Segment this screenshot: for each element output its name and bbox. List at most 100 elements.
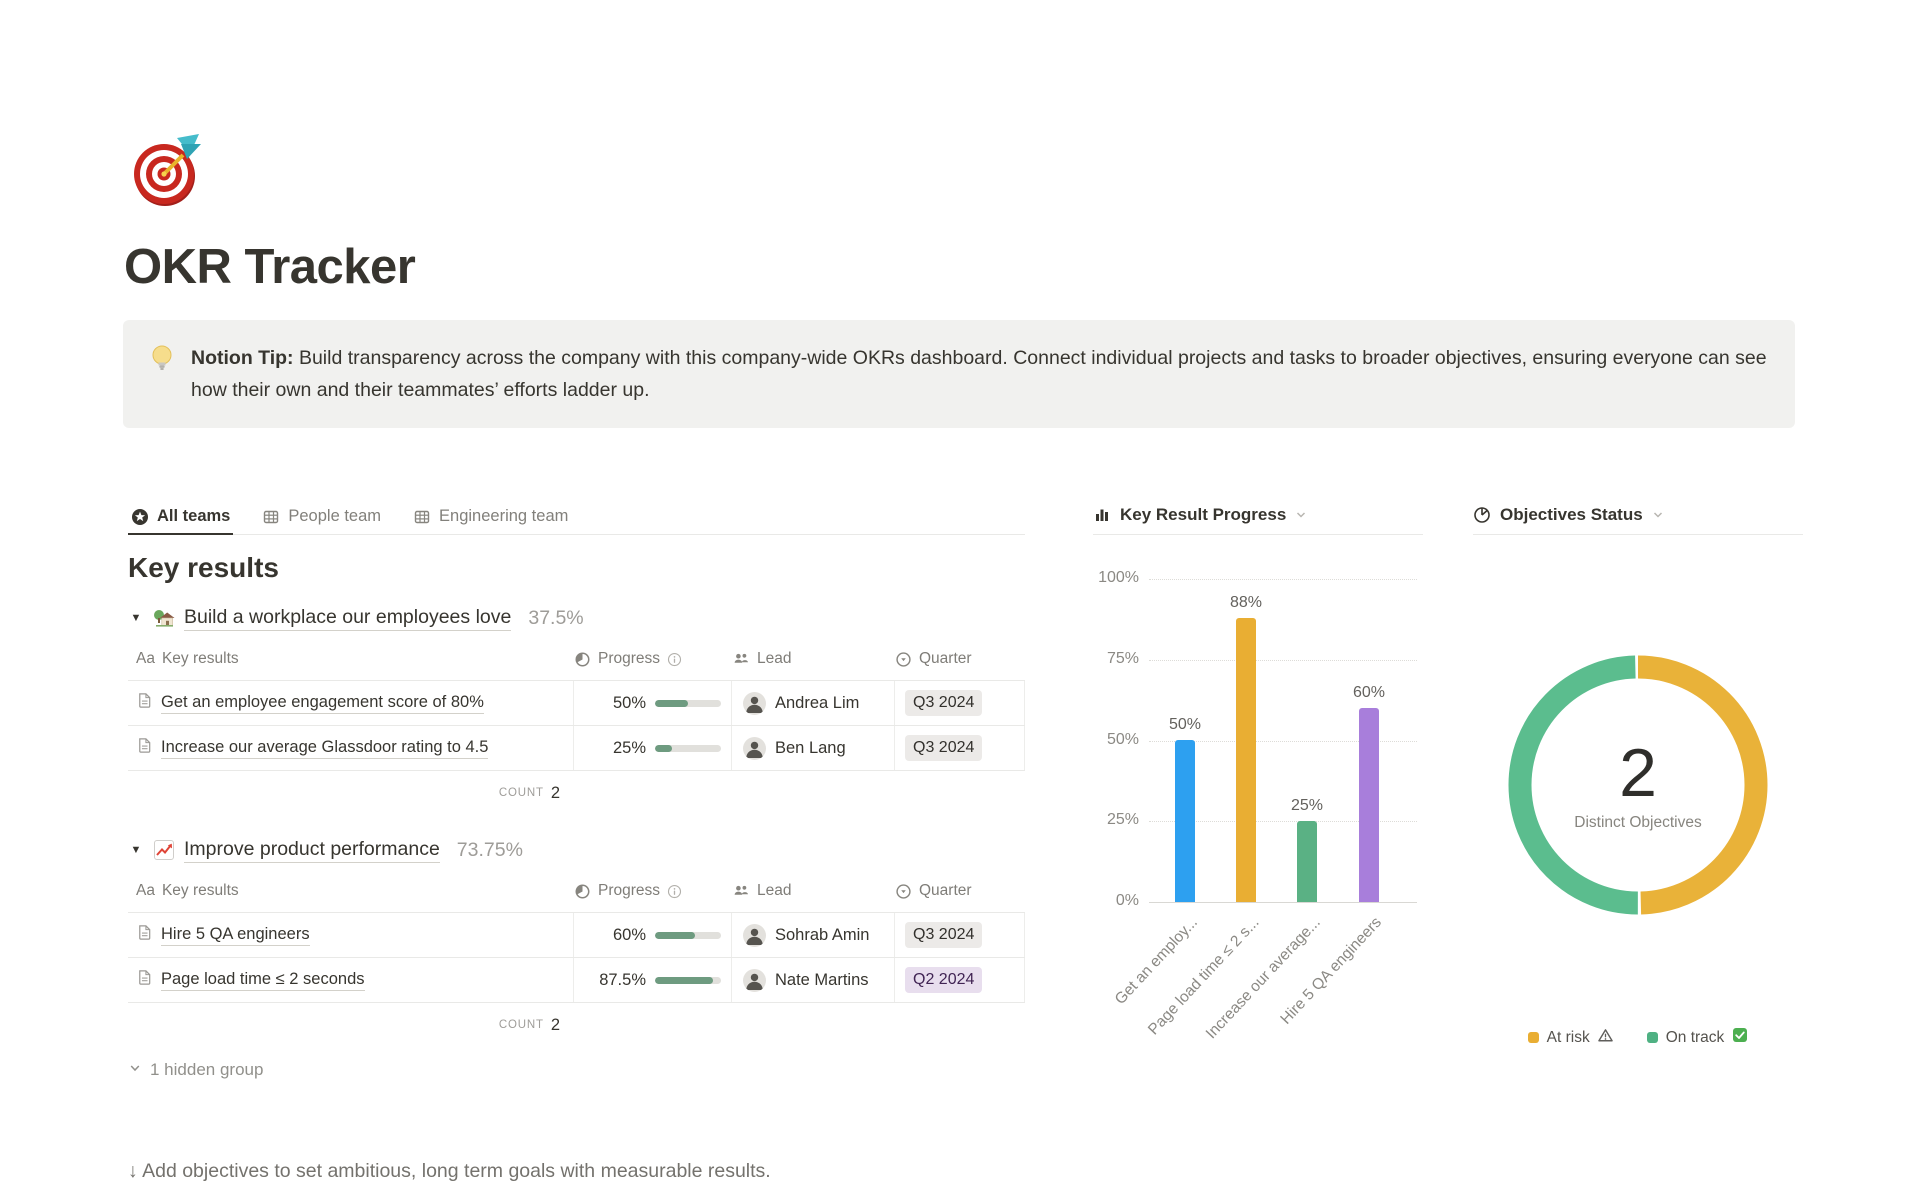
toggle-triangle-icon[interactable]: ▼: [130, 844, 142, 856]
donut-chart: 2 Distinct Objectives: [1498, 645, 1778, 925]
quarter-cell[interactable]: Q2 2024: [895, 958, 1025, 1002]
tab-label: All teams: [157, 507, 231, 525]
bar-chart-plot: 100% 75% 50% 25% 0% 50% 88% 25% 60%: [1093, 569, 1423, 909]
lead-cell[interactable]: Andrea Lim: [732, 681, 895, 725]
bar[interactable]: [1236, 618, 1256, 902]
bar-value-label: 50%: [1168, 716, 1202, 733]
table-header-row: Aa Key results Progress: [128, 638, 1025, 681]
column-header-name[interactable]: Aa Key results: [136, 650, 239, 667]
donut-segment-on-track: [1508, 655, 1768, 915]
page-title: OKR Tracker: [124, 240, 416, 294]
kr-table-2: Aa Key results Progress: [128, 870, 1025, 1047]
progress-cell[interactable]: 25%: [574, 726, 732, 770]
hidden-group-toggle[interactable]: 1 hidden group: [128, 1057, 1025, 1083]
callout-bold: Notion Tip:: [191, 347, 294, 369]
key-result-progress-card: Key Result Progress 100% 75% 50% 25% 0% …: [1093, 495, 1423, 1095]
tab-all-teams[interactable]: All teams: [128, 507, 234, 535]
column-header-progress[interactable]: Progress: [574, 882, 732, 900]
donut-segment-at-risk: [1508, 655, 1768, 915]
bar-value-label: 25%: [1290, 797, 1324, 814]
objectives-status-card: Objectives Status 2 Distinct Objectives …: [1473, 495, 1803, 1095]
quarter-badge: Q2 2024: [905, 967, 983, 993]
column-header-lead[interactable]: Lead: [732, 882, 895, 900]
y-tick: 100%: [1098, 569, 1139, 586]
legend-item-on-track[interactable]: On track: [1646, 1027, 1749, 1048]
lead-cell[interactable]: Sohrab Amin: [732, 913, 895, 957]
main-column: All teams People team: [128, 495, 1025, 1083]
lead-cell[interactable]: Nate Martins: [732, 958, 895, 1002]
column-header-quarter[interactable]: Quarter: [895, 882, 1025, 900]
quarter-cell[interactable]: Q3 2024: [895, 681, 1025, 725]
chevron-down-icon: [1295, 509, 1307, 521]
bar-column: 25%: [1291, 539, 1323, 902]
select-circle-icon: [895, 651, 912, 668]
donut-chart-view-tab[interactable]: Objectives Status: [1473, 495, 1803, 535]
bar[interactable]: [1359, 708, 1379, 902]
callout-text: Notion Tip: Build transparency across th…: [191, 342, 1767, 406]
chevron-down-icon: [1652, 509, 1664, 521]
bar-chart-view-tab[interactable]: Key Result Progress: [1093, 495, 1423, 535]
lead-cell[interactable]: Ben Lang: [732, 726, 895, 770]
tab-engineering-team[interactable]: Engineering team: [410, 507, 571, 535]
bar[interactable]: [1297, 821, 1317, 902]
table-view-icon: [413, 508, 431, 526]
bar-column: 50%: [1169, 539, 1201, 902]
legend-item-at-risk[interactable]: At risk: [1527, 1027, 1613, 1048]
legend-swatch: [1527, 1032, 1539, 1043]
bar[interactable]: [1175, 740, 1195, 902]
page-doc-icon: [136, 969, 153, 991]
bar-value-label: 88%: [1229, 594, 1263, 611]
gauge-ring-icon: [574, 883, 591, 900]
group-title[interactable]: Build a workplace our employees love: [184, 606, 512, 631]
progress-cell[interactable]: 87.5%: [574, 958, 732, 1002]
check-icon: [1732, 1027, 1748, 1048]
y-tick: 50%: [1106, 730, 1139, 748]
warning-icon: [1597, 1028, 1613, 1048]
avatar: [743, 968, 766, 992]
kr-page-link[interactable]: Page load time ≤ 2 seconds: [128, 958, 574, 1002]
kr-page-link[interactable]: Increase our average Glassdoor rating to…: [128, 726, 574, 770]
lightbulb-icon: [149, 344, 175, 374]
y-tick: 0%: [1115, 892, 1139, 909]
tab-people-team[interactable]: People team: [259, 507, 384, 535]
toggle-triangle-icon[interactable]: ▼: [130, 612, 142, 624]
select-circle-icon: [895, 883, 912, 900]
kr-page-link[interactable]: Get an employee engagement score of 80%: [128, 681, 574, 725]
avatar: [743, 691, 766, 715]
kr-page-link[interactable]: Hire 5 QA engineers: [128, 913, 574, 957]
table-row: Page load time ≤ 2 seconds 87.5% Nate Ma…: [128, 958, 1025, 1003]
tab-label: People team: [288, 507, 382, 525]
footer-hint: ↓ Add objectives to set ambitious, long …: [128, 1160, 771, 1182]
legend-swatch: [1646, 1032, 1658, 1043]
column-header-lead[interactable]: Lead: [732, 650, 895, 668]
progress-cell[interactable]: 50%: [574, 681, 732, 725]
info-icon[interactable]: [667, 652, 682, 667]
page-doc-icon: [136, 692, 153, 714]
quarter-badge: Q3 2024: [905, 922, 983, 948]
group-header-1: ▼ Build a workplace our employees love 3…: [128, 603, 1025, 633]
quarter-badge: Q3 2024: [905, 690, 983, 716]
count-row[interactable]: COUNT 2: [498, 783, 560, 802]
count-row[interactable]: COUNT 2: [498, 1015, 560, 1034]
dartboard-page-icon[interactable]: [127, 128, 211, 212]
chart-increasing-icon: [153, 839, 175, 861]
tab-label: Engineering team: [439, 507, 569, 525]
table-header-row: Aa Key results Progress: [128, 870, 1025, 913]
star-circle-icon: [131, 508, 149, 526]
info-icon[interactable]: [667, 884, 682, 899]
quarter-cell[interactable]: Q3 2024: [895, 913, 1025, 957]
bar-column: 60%: [1353, 539, 1385, 902]
quarter-cell[interactable]: Q3 2024: [895, 726, 1025, 770]
x-label: Page load time ≤ 2 s...: [1144, 914, 1263, 1039]
group-title[interactable]: Improve product performance: [184, 838, 440, 863]
column-header-name[interactable]: Aa Key results: [136, 882, 239, 899]
column-header-quarter[interactable]: Quarter: [895, 650, 1025, 668]
callout-body: Build transparency across the company wi…: [191, 347, 1767, 401]
progress-bar: [655, 931, 721, 939]
table-row: Hire 5 QA engineers 60% Sohrab Amin Q3 2…: [128, 913, 1025, 958]
y-tick: 75%: [1106, 649, 1139, 667]
progress-cell[interactable]: 60%: [574, 913, 732, 957]
people-icon: [732, 650, 750, 668]
column-header-progress[interactable]: Progress: [574, 650, 732, 668]
